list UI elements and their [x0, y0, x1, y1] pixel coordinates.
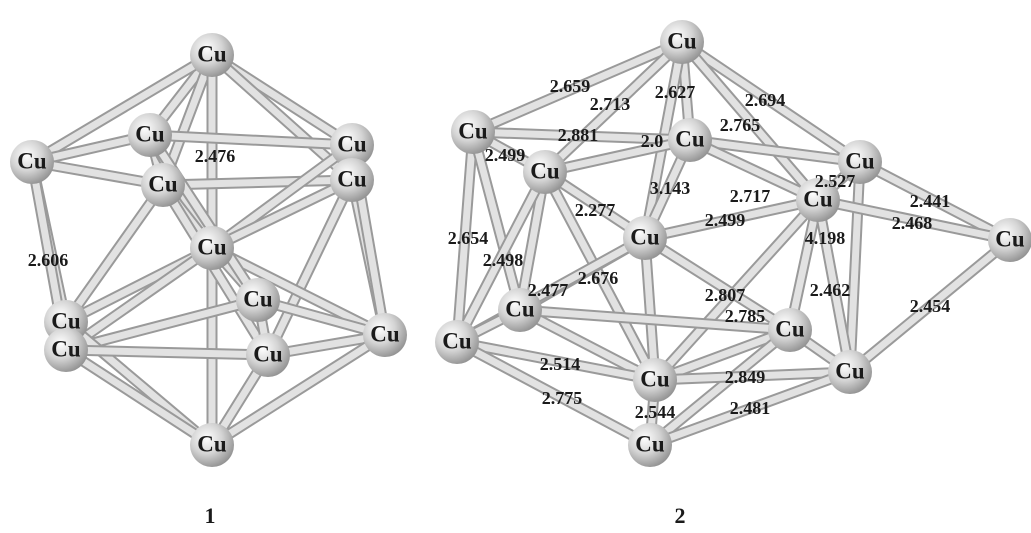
atom-label: Cu — [845, 148, 875, 173]
bond-length: 2.499 — [485, 145, 526, 165]
bond-length: 3.143 — [650, 178, 691, 198]
atom-label: Cu — [640, 366, 670, 391]
bond-length: 2.468 — [892, 213, 933, 233]
atom-label: Cu — [197, 41, 227, 66]
atom-label: Cu — [995, 226, 1025, 251]
bond — [66, 350, 212, 445]
bond-length: 2.713 — [590, 94, 631, 114]
bond-length: 2.676 — [578, 268, 619, 288]
atom-label: Cu — [675, 126, 705, 151]
bond — [66, 350, 268, 355]
atom-label: Cu — [197, 431, 227, 456]
bond-length: 2.606 — [28, 250, 69, 270]
bond-length: 2.654 — [448, 228, 489, 248]
atom-label: Cu — [835, 358, 865, 383]
atom-label: Cu — [667, 28, 697, 53]
bond-length: 2.765 — [720, 115, 761, 135]
bond-length: 4.198 — [805, 228, 846, 248]
caption: 1 — [205, 503, 216, 528]
atom-label: Cu — [51, 336, 81, 361]
atom-label: Cu — [635, 431, 665, 456]
bond-length: 2.477 — [528, 280, 569, 300]
atom-label: Cu — [458, 118, 488, 143]
bond — [850, 162, 860, 372]
atom-label: Cu — [337, 131, 367, 156]
bond-length: 2.499 — [705, 210, 746, 230]
bond-length: 2.659 — [550, 76, 591, 96]
atom-label: Cu — [17, 148, 47, 173]
atom-label: Cu — [775, 316, 805, 341]
bond-length: 2.881 — [558, 125, 599, 145]
atom-label: Cu — [337, 166, 367, 191]
bond-length: 2.476 — [195, 146, 236, 166]
atom-label: Cu — [51, 308, 81, 333]
bond-length: 2.849 — [725, 367, 766, 387]
atom-label: Cu — [135, 121, 165, 146]
atom-label: Cu — [530, 158, 560, 183]
bond-length: 2.717 — [730, 186, 771, 206]
figure: Cu Cu Cu Cu Cu Cu Cu Cu Cu Cu Cu Cu Cu 2.476 2.606 1 Cu C… — [0, 0, 1031, 533]
bond-length: 2.454 — [910, 296, 951, 316]
bond-length: 2.441 — [910, 191, 951, 211]
bond-length: 2.498 — [483, 250, 524, 270]
atom-label: Cu — [442, 328, 472, 353]
bond-length: 2.775 — [542, 388, 583, 408]
atom-label: Cu — [370, 321, 400, 346]
bond-length: 2.807 — [705, 285, 746, 305]
caption: 2 — [675, 503, 686, 528]
bond-length: 2.785 — [725, 306, 766, 326]
atom-label: Cu — [243, 286, 273, 311]
bond-length: 2.514 — [540, 354, 581, 374]
atom-label: Cu — [630, 224, 660, 249]
atom-label: Cu — [197, 234, 227, 259]
bond-length: 2.694 — [745, 90, 786, 110]
bond-length: 2.527 — [815, 171, 856, 191]
atom-label: Cu — [253, 341, 283, 366]
bond-length: 2.627 — [655, 82, 696, 102]
bond-length: 2.277 — [575, 200, 616, 220]
bond-length: 2.0 — [641, 131, 664, 151]
bond-length: 2.462 — [810, 280, 851, 300]
bond — [163, 180, 352, 185]
bond-length: 2.544 — [635, 402, 676, 422]
bond-length: 2.481 — [730, 398, 771, 418]
atom-label: Cu — [148, 171, 178, 196]
